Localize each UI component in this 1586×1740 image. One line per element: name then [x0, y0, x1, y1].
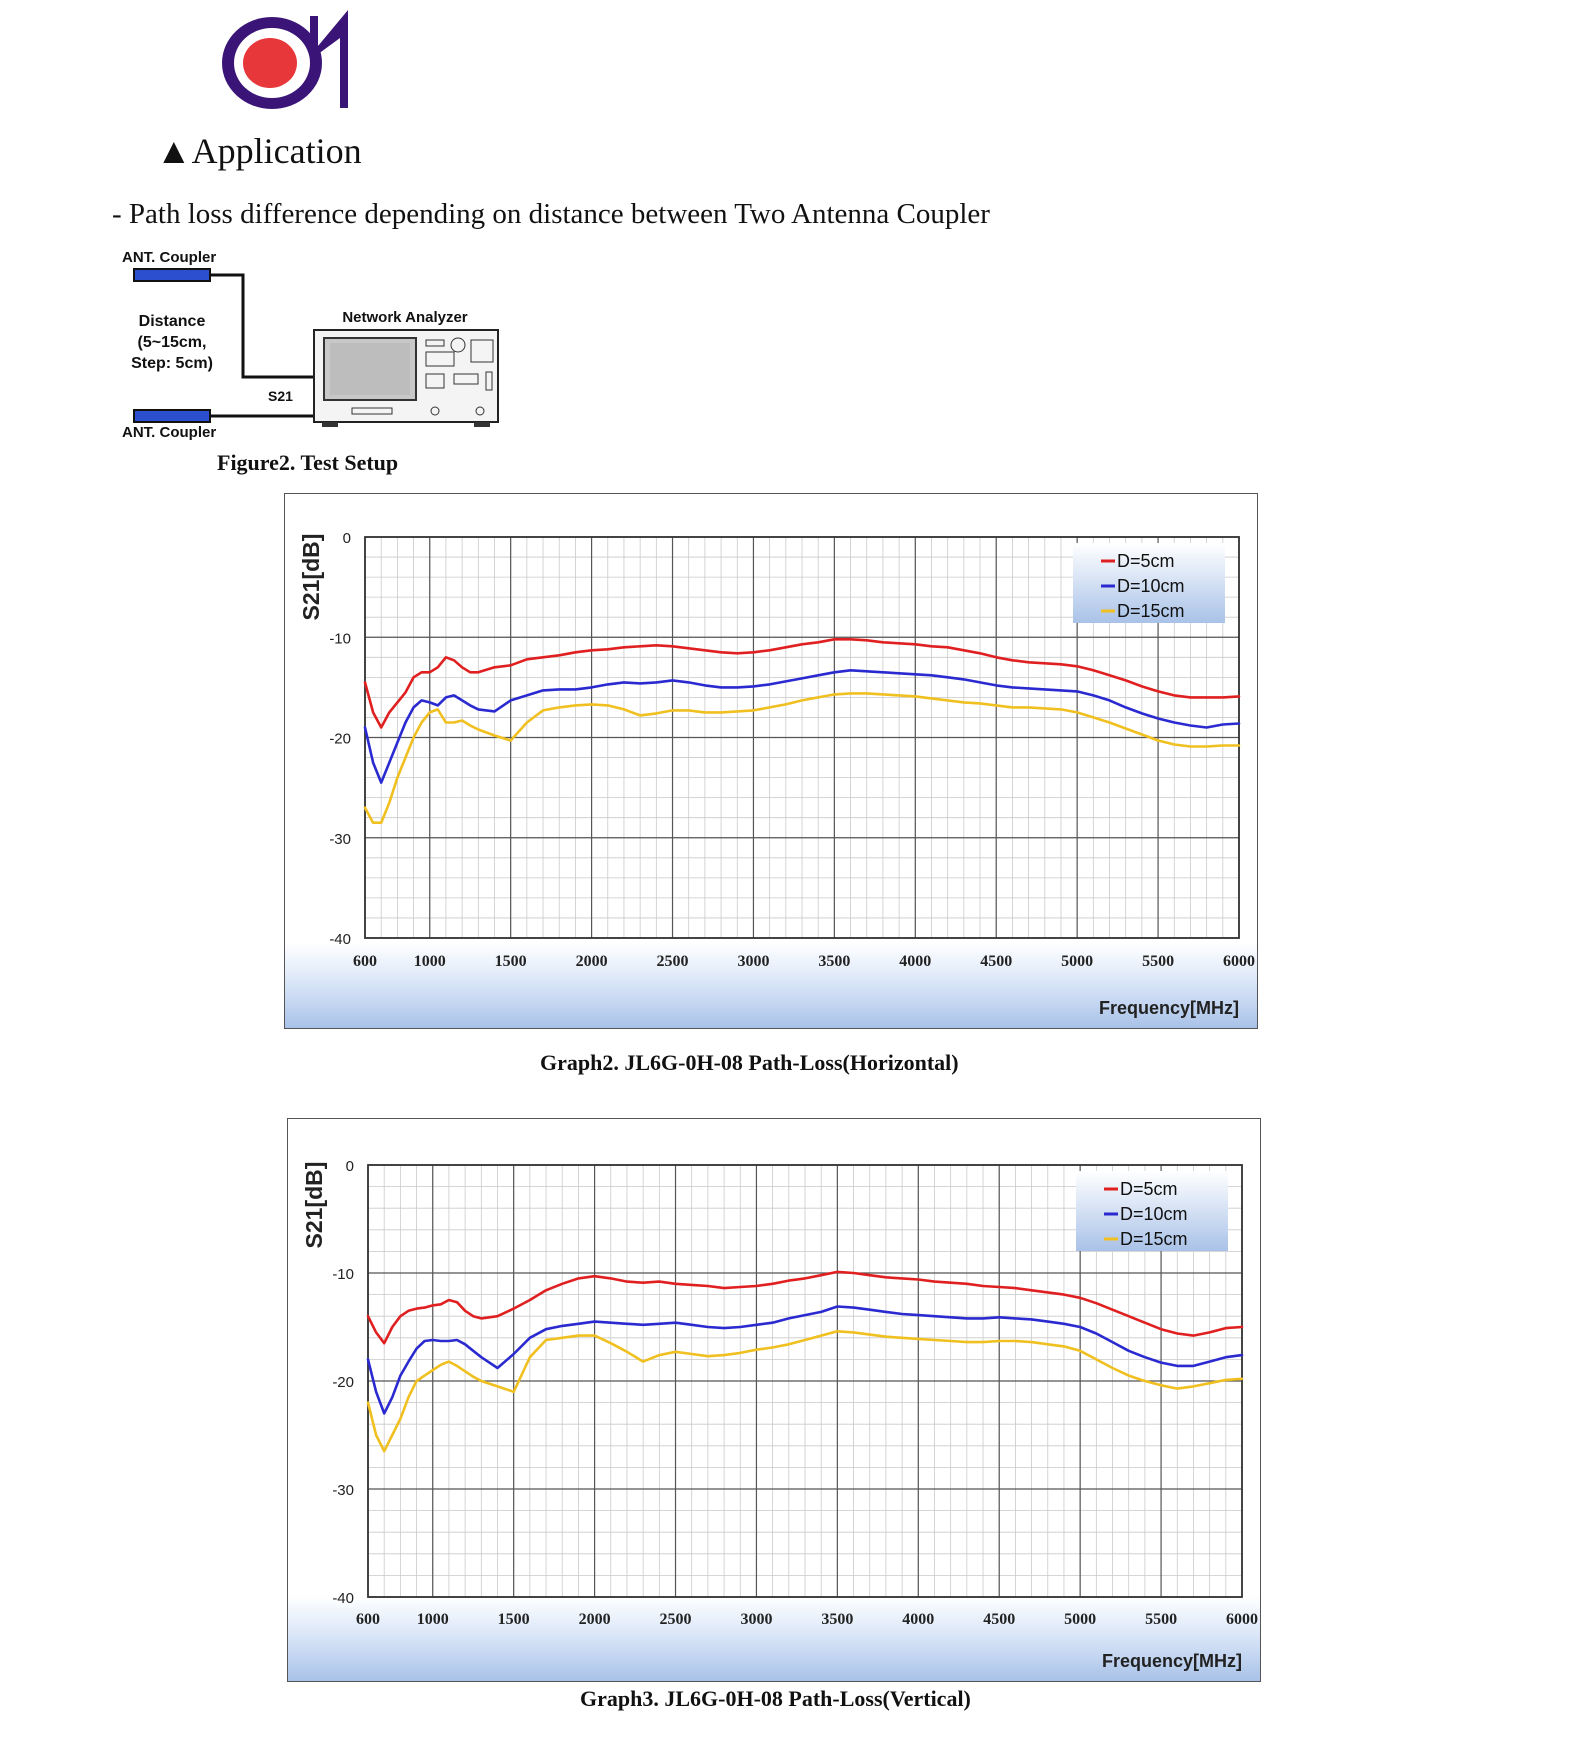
legend-label: D=10cm	[1120, 1204, 1188, 1224]
company-logo	[222, 10, 348, 109]
x-tick-label: 6000	[1223, 953, 1255, 970]
y-axis-label: S21[dB]	[301, 1162, 327, 1249]
y-axis-label: S21[dB]	[298, 534, 324, 621]
x-tick-label: 4500	[983, 1611, 1015, 1628]
x-tick-label: 5000	[1061, 953, 1093, 970]
cable-top	[210, 273, 314, 379]
legend-box	[1076, 1171, 1228, 1251]
port-label: S21	[268, 388, 293, 404]
legend-label: D=5cm	[1120, 1179, 1178, 1199]
y-tick-label: -10	[329, 630, 351, 647]
legend-label: D=15cm	[1117, 601, 1185, 621]
y-tick-label: -40	[332, 1590, 354, 1607]
x-tick-label: 6000	[1226, 1611, 1258, 1628]
series-line-D-5cm	[366, 1270, 1244, 1345]
figure2-caption: Figure2. Test Setup	[217, 450, 399, 475]
coupler-top-label: ANT. Coupler	[122, 249, 216, 266]
x-tick-label: 1000	[414, 953, 446, 970]
x-tick-label: 3500	[821, 1611, 853, 1628]
graph3-caption: Graph3. JL6G-0H-08 Path-Loss(Vertical)	[580, 1686, 971, 1711]
x-tick-label: 3500	[818, 953, 850, 970]
x-tick-label: 5000	[1064, 1611, 1096, 1628]
series-line-D-15cm	[366, 1330, 1244, 1453]
y-tick-label: -30	[329, 831, 351, 848]
x-axis-label: Frequency[MHz]	[1102, 1651, 1242, 1671]
x-tick-label: 4500	[980, 953, 1012, 970]
analyzer-label: Network Analyzer	[342, 309, 467, 326]
x-tick-label: 2000	[579, 1611, 611, 1628]
chart-vertical: 0 -10 -20 -30 -40 600 1000 1500 2000 2500 3000 3500…	[287, 1118, 1261, 1682]
series-line-D-10cm	[363, 669, 1241, 784]
test-setup-diagram: ANT. Coupler ANT. Coupler Distance (5~15…	[122, 249, 499, 441]
y-tick-label: -20	[332, 1374, 354, 1391]
chart-horizontal: 0 -10 -20 -30 -40 600 1000 1500 2000 2500 3000 3500…	[284, 493, 1258, 1029]
y-tick-label: -20	[329, 731, 351, 748]
x-tick-label: 5500	[1145, 1611, 1177, 1628]
x-tick-label: 1500	[495, 953, 527, 970]
distance-step: Step: 5cm)	[131, 355, 213, 372]
x-tick-label: 4000	[899, 953, 931, 970]
chart-footer-band	[285, 943, 1257, 1028]
x-tick-label: 2500	[660, 1611, 692, 1628]
y-tick-label: 0	[343, 530, 351, 547]
graph2-caption: Graph2. JL6G-0H-08 Path-Loss(Horizontal)	[540, 1050, 959, 1075]
intro-text: - Path loss difference depending on dist…	[112, 198, 990, 230]
x-tick-label: 2500	[657, 953, 689, 970]
plot-border	[367, 1164, 1243, 1598]
series-line-D-15cm	[363, 692, 1241, 825]
legend-label: D=10cm	[1117, 576, 1185, 596]
x-tick-label: 3000	[737, 953, 769, 970]
x-tick-label: 600	[356, 1611, 380, 1628]
y-tick-label: -10	[332, 1266, 354, 1283]
x-axis-label: Frequency[MHz]	[1099, 998, 1239, 1018]
y-tick-label: 0	[346, 1158, 354, 1175]
legend-box	[1073, 543, 1225, 623]
x-tick-label: 4000	[902, 1611, 934, 1628]
x-tick-label: 1000	[417, 1611, 449, 1628]
distance-range: (5~15cm,	[138, 334, 207, 351]
y-tick-label: -30	[332, 1482, 354, 1499]
x-tick-label: 1500	[498, 1611, 530, 1628]
y-tick-label: -40	[329, 931, 351, 948]
x-tick-label: 5500	[1142, 953, 1174, 970]
section-title: ▲Application	[156, 131, 362, 171]
coupler-bottom	[133, 409, 211, 423]
network-analyzer	[313, 329, 499, 427]
logo-dot	[243, 38, 297, 88]
x-tick-label: 3000	[740, 1611, 772, 1628]
chart-footer-band	[288, 1596, 1260, 1681]
series-line-D-5cm	[363, 638, 1241, 729]
coupler-bottom-label: ANT. Coupler	[122, 424, 216, 441]
series-line-D-10cm	[366, 1305, 1244, 1415]
legend-label: D=15cm	[1120, 1229, 1188, 1249]
x-tick-label: 2000	[576, 953, 608, 970]
x-tick-label: 600	[353, 953, 377, 970]
legend-label: D=5cm	[1117, 551, 1175, 571]
plot-border	[364, 536, 1240, 939]
distance-label: Distance	[139, 313, 206, 330]
coupler-top	[133, 268, 211, 282]
